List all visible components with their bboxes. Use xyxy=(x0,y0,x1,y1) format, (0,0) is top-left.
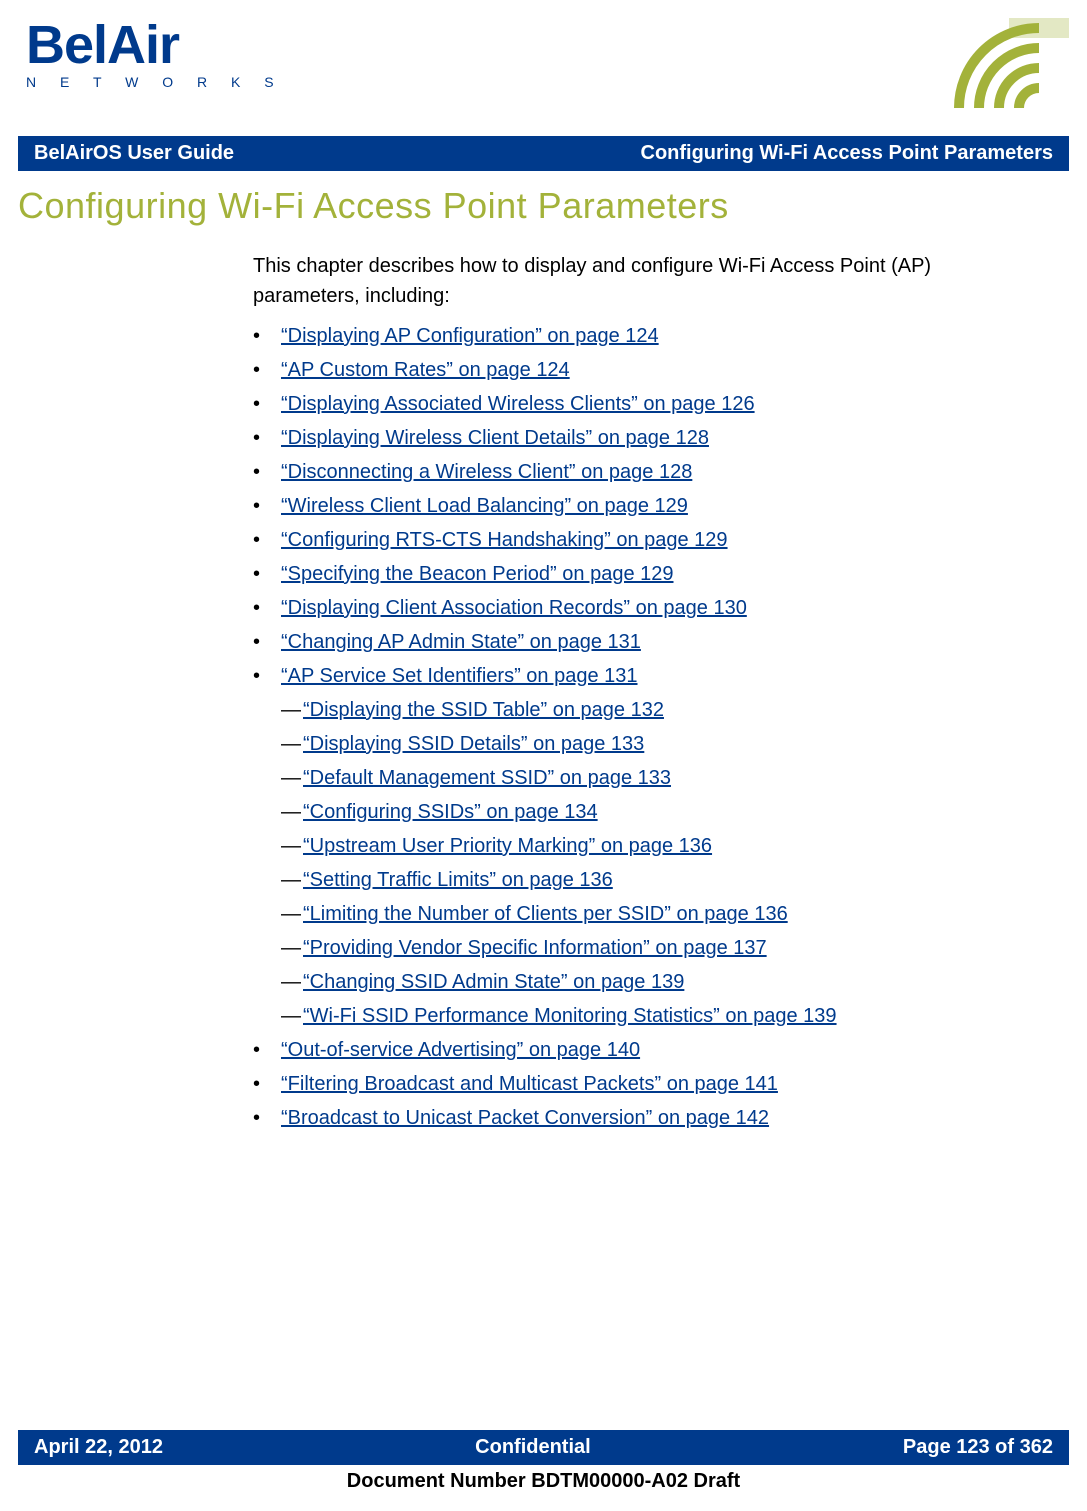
xref-link[interactable]: “Configuring SSIDs” on page 134 xyxy=(303,801,598,823)
list-item: “Limiting the Number of Clients per SSID… xyxy=(281,899,1009,929)
xref-link[interactable]: “Changing AP Admin State” on page 131 xyxy=(281,631,641,653)
logo-sub: N E T W O R K S xyxy=(26,74,284,90)
list-item: “Filtering Broadcast and Multicast Packe… xyxy=(253,1069,1009,1099)
list-item: “Displaying SSID Details” on page 133 xyxy=(281,729,1009,759)
list-item: “Specifying the Beacon Period” on page 1… xyxy=(253,559,1009,589)
list-item: “Out-of-service Advertising” on page 140 xyxy=(253,1035,1009,1065)
list-item: “AP Custom Rates” on page 124 xyxy=(253,355,1009,385)
xref-link[interactable]: “Displaying the SSID Table” on page 132 xyxy=(303,699,664,721)
xref-link[interactable]: “Configuring RTS-CTS Handshaking” on pag… xyxy=(281,529,728,551)
logo: BelAir N E T W O R K S xyxy=(18,18,284,90)
footer-date: April 22, 2012 xyxy=(34,1436,163,1459)
xref-link[interactable]: “Displaying Client Association Records” … xyxy=(281,597,747,619)
list-item: “Displaying the SSID Table” on page 132 xyxy=(281,695,1009,725)
xref-link[interactable]: “Out-of-service Advertising” on page 140 xyxy=(281,1039,640,1061)
list-item: “AP Service Set Identifiers” on page 131… xyxy=(253,661,1009,1031)
title-banner: BelAirOS User Guide Configuring Wi-Fi Ac… xyxy=(18,136,1069,171)
xref-link[interactable]: “Wi-Fi SSID Performance Monitoring Stati… xyxy=(303,1005,837,1027)
xref-link[interactable]: “Wireless Client Load Balancing” on page… xyxy=(281,495,688,517)
xref-link[interactable]: “Default Management SSID” on page 133 xyxy=(303,767,671,789)
header-row: BelAir N E T W O R K S xyxy=(18,18,1069,118)
corner-graphic-icon xyxy=(949,18,1069,118)
page: BelAir N E T W O R K S BelAirOS User Gui… xyxy=(0,0,1087,1511)
xref-link[interactable]: “Displaying Associated Wireless Clients”… xyxy=(281,393,755,415)
footer-page: Page 123 of 362 xyxy=(903,1436,1053,1459)
footer-center: Confidential xyxy=(475,1436,591,1459)
list-item: “Providing Vendor Specific Information” … xyxy=(281,933,1009,963)
xref-link[interactable]: “AP Service Set Identifiers” on page 131 xyxy=(281,665,638,687)
list-item: “Disconnecting a Wireless Client” on pag… xyxy=(253,457,1009,487)
list-item: “Configuring RTS-CTS Handshaking” on pag… xyxy=(253,525,1009,555)
xref-link[interactable]: “Changing SSID Admin State” on page 139 xyxy=(303,971,684,993)
banner-right: Configuring Wi-Fi Access Point Parameter… xyxy=(641,142,1054,165)
xref-link[interactable]: “Disconnecting a Wireless Client” on pag… xyxy=(281,461,692,483)
list-item: “Wireless Client Load Balancing” on page… xyxy=(253,491,1009,521)
list-item: “Default Management SSID” on page 133 xyxy=(281,763,1009,793)
footer-doc-number: Document Number BDTM00000-A02 Draft xyxy=(0,1470,1087,1493)
banner-left: BelAirOS User Guide xyxy=(34,142,234,165)
list-item: “Displaying AP Configuration” on page 12… xyxy=(253,321,1009,351)
xref-link[interactable]: “Providing Vendor Specific Information” … xyxy=(303,937,767,959)
xref-link[interactable]: “Filtering Broadcast and Multicast Packe… xyxy=(281,1073,778,1095)
list-item: “Setting Traffic Limits” on page 136 xyxy=(281,865,1009,895)
xref-link[interactable]: “Displaying SSID Details” on page 133 xyxy=(303,733,644,755)
xref-link[interactable]: “Displaying AP Configuration” on page 12… xyxy=(281,325,659,347)
list-item: “Upstream User Priority Marking” on page… xyxy=(281,831,1009,861)
list-item: “Displaying Wireless Client Details” on … xyxy=(253,423,1009,453)
intro-paragraph: This chapter describes how to display an… xyxy=(253,251,1009,311)
chapter-title: Configuring Wi-Fi Access Point Parameter… xyxy=(18,185,1069,227)
list-item: “Changing SSID Admin State” on page 139 xyxy=(281,967,1009,997)
list-item: “Configuring SSIDs” on page 134 xyxy=(281,797,1009,827)
xref-link[interactable]: “Specifying the Beacon Period” on page 1… xyxy=(281,563,674,585)
list-item: “Changing AP Admin State” on page 131 xyxy=(253,627,1009,657)
toc-sublist: “Displaying the SSID Table” on page 132 … xyxy=(253,695,1009,1031)
content-body: This chapter describes how to display an… xyxy=(253,251,1009,1133)
toc-list: “Displaying AP Configuration” on page 12… xyxy=(253,321,1009,1133)
xref-link[interactable]: “Displaying Wireless Client Details” on … xyxy=(281,427,709,449)
list-item: “Displaying Client Association Records” … xyxy=(253,593,1009,623)
xref-link[interactable]: “AP Custom Rates” on page 124 xyxy=(281,359,570,381)
list-item: “Displaying Associated Wireless Clients”… xyxy=(253,389,1009,419)
xref-link[interactable]: “Limiting the Number of Clients per SSID… xyxy=(303,903,788,925)
xref-link[interactable]: “Upstream User Priority Marking” on page… xyxy=(303,835,712,857)
xref-link[interactable]: “Broadcast to Unicast Packet Conversion”… xyxy=(281,1107,769,1129)
list-item: “Wi-Fi SSID Performance Monitoring Stati… xyxy=(281,1001,1009,1031)
list-item: “Broadcast to Unicast Packet Conversion”… xyxy=(253,1103,1009,1133)
logo-main: BelAir xyxy=(26,18,284,72)
footer-bar: April 22, 2012 Confidential Page 123 of … xyxy=(18,1430,1069,1465)
xref-link[interactable]: “Setting Traffic Limits” on page 136 xyxy=(303,869,613,891)
